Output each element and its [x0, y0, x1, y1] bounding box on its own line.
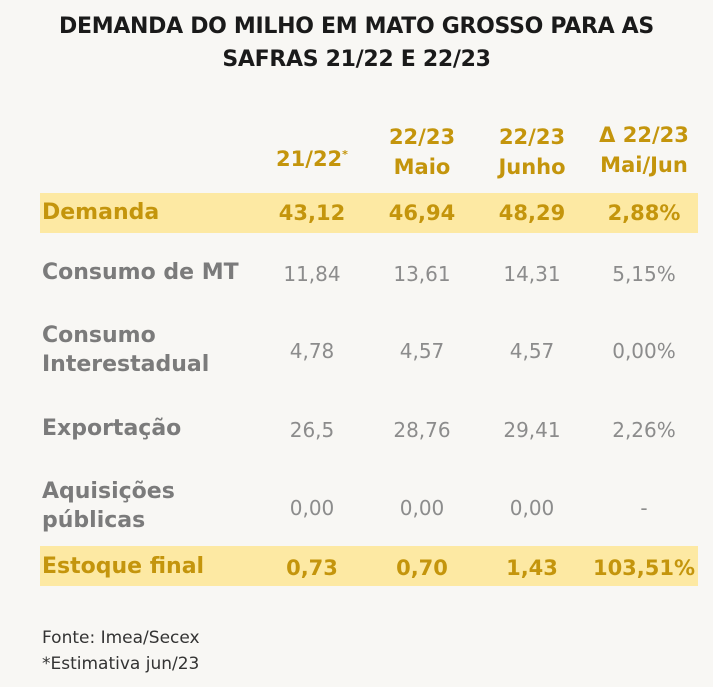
cell-demanda-junho: 48,29 — [498, 201, 566, 225]
cell-aquisicoes-variation: - — [640, 496, 648, 520]
column-header-variation: Δ 22/23 Mai/Jun — [582, 120, 706, 180]
cell-interestadual-maio: 4,57 — [399, 339, 445, 363]
cell-consumo-mt-maio: 13,61 — [393, 262, 451, 286]
cell-aquisicoes-21-22: 0,00 — [289, 496, 335, 520]
highlight-band-demanda — [40, 193, 698, 233]
highlight-band-estoque — [40, 546, 698, 586]
page-title: DEMANDA DO MILHO EM MATO GROSSO PARA AS … — [0, 10, 713, 76]
title-line-2: SAFRAS 21/22 E 22/23 — [222, 47, 491, 72]
cell-exportacao-21-22: 26,5 — [289, 418, 335, 442]
column-header-line1: Δ 22/23 — [599, 123, 689, 147]
footnote-line: *Estimativa jun/23 — [42, 654, 200, 674]
column-header-line2: Junho — [498, 155, 566, 179]
cell-demanda-21-22: 43,12 — [278, 201, 346, 225]
cell-estoque-21-22: 0,73 — [286, 556, 338, 580]
cell-demanda-variation: 2,88% — [607, 201, 681, 225]
column-header-22-23-junho: 22/23 Junho — [482, 122, 582, 182]
column-header-22-23-maio: 22/23 Maio — [372, 122, 472, 182]
asterisk-footnote-mark: * — [342, 148, 348, 161]
column-header-21-22: 21/22* — [262, 140, 362, 174]
cell-interestadual-junho: 4,57 — [509, 339, 555, 363]
source-note: Fonte: Imea/Secex *Estimativa jun/23 — [42, 625, 200, 677]
column-header-line1: 22/23 — [498, 125, 566, 149]
column-header-line2: Mai/Jun — [600, 153, 688, 177]
column-header-line1: 22/23 — [388, 125, 456, 149]
cell-demanda-maio: 46,94 — [388, 201, 456, 225]
cell-consumo-mt-21-22: 11,84 — [283, 262, 341, 286]
cell-interestadual-21-22: 4,78 — [289, 339, 335, 363]
cell-exportacao-junho: 29,41 — [503, 418, 561, 442]
cell-estoque-junho: 1,43 — [506, 556, 558, 580]
row-label-demanda: Demanda — [42, 200, 160, 225]
cell-estoque-variation: 103,51% — [592, 556, 696, 580]
row-label-consumo-interestadual: Consumo Interestadual — [42, 323, 210, 377]
row-label-aquisicoes-publicas: Aquisições públicas — [42, 479, 175, 533]
cell-consumo-mt-variation: 5,15% — [612, 262, 676, 286]
cell-interestadual-variation: 0,00% — [612, 339, 676, 363]
cell-consumo-mt-junho: 14,31 — [503, 262, 561, 286]
source-line: Fonte: Imea/Secex — [42, 628, 200, 648]
title-line-1: DEMANDA DO MILHO EM MATO GROSSO PARA AS — [59, 14, 654, 39]
cell-exportacao-variation: 2,26% — [612, 418, 676, 442]
column-header-line1: 21/22 — [276, 147, 343, 171]
cell-aquisicoes-maio: 0,00 — [399, 496, 445, 520]
column-header-line2: Maio — [393, 155, 451, 179]
cell-aquisicoes-junho: 0,00 — [509, 496, 555, 520]
cell-exportacao-maio: 28,76 — [393, 418, 451, 442]
cell-estoque-maio: 0,70 — [396, 556, 448, 580]
row-label-estoque-final: Estoque final — [42, 554, 205, 579]
row-label-consumo-mt: Consumo de MT — [42, 260, 239, 285]
row-label-exportacao: Exportação — [42, 416, 182, 441]
